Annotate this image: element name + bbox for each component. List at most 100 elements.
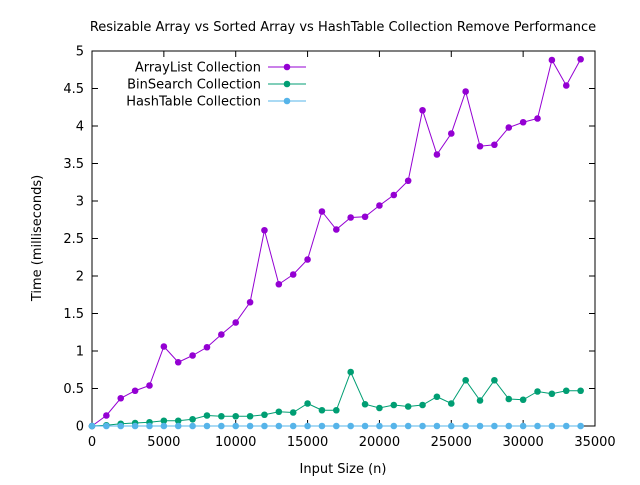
- series-2-point: [476, 397, 484, 404]
- series-1-point: [419, 106, 426, 114]
- series-1-point: [333, 226, 340, 233]
- series-2-point: [246, 412, 254, 420]
- series-3-point: [232, 422, 240, 430]
- y-tick-label: 5: [76, 45, 84, 60]
- series-1-point: [174, 358, 182, 366]
- series-3-point: [577, 422, 584, 430]
- legend-label: HashTable Collection: [126, 95, 261, 110]
- series-1-point: [160, 343, 168, 350]
- series-3-point: [376, 422, 383, 430]
- series-3-point: [534, 422, 541, 430]
- series-1-point: [548, 56, 556, 64]
- series-3-point: [160, 422, 168, 430]
- x-tick-label: 15000: [287, 435, 328, 450]
- series-2-point: [160, 417, 168, 425]
- series-1-point: [491, 141, 498, 149]
- series-1-point: [534, 115, 541, 122]
- series-2-point: [447, 400, 455, 407]
- legend-swatch-marker: [283, 97, 291, 105]
- series-1-point: [390, 191, 398, 199]
- series-2-point: [404, 403, 412, 410]
- series-2-point: [361, 400, 369, 408]
- series-2-point: [333, 406, 340, 414]
- y-tick-label: 3: [76, 195, 84, 210]
- series-3-point: [548, 422, 556, 430]
- series-1-point: [117, 394, 125, 402]
- series-1-point: [146, 382, 153, 389]
- series-3-point: [304, 422, 311, 430]
- y-tick-label: 1: [76, 345, 84, 360]
- series-3-point: [261, 422, 268, 430]
- series-3-point: [246, 422, 254, 430]
- y-tick-label: 1.5: [63, 307, 84, 322]
- series-1-point: [505, 124, 513, 131]
- series-3-point: [447, 422, 455, 430]
- legend-swatch-marker: [283, 80, 291, 88]
- series-2-point: [189, 415, 196, 423]
- y-tick-label: 2: [76, 270, 84, 285]
- legend-swatch-marker: [283, 63, 291, 71]
- series-2-point: [534, 388, 541, 395]
- series-1-point: [376, 202, 383, 209]
- series-2-point: [462, 376, 469, 384]
- series-1-point: [218, 331, 225, 338]
- series-3-point: [88, 422, 96, 430]
- series-2-point: [376, 404, 383, 412]
- y-tick-label: 0: [76, 420, 84, 435]
- series-2-point: [505, 395, 513, 403]
- y-tick-label: 3.5: [63, 157, 84, 172]
- series-2-point: [289, 409, 297, 416]
- series-3-point: [419, 422, 426, 430]
- series-1-point: [433, 151, 441, 158]
- series-2-point: [433, 393, 441, 401]
- series-2-point: [261, 411, 268, 419]
- x-tick-label: 35000: [574, 435, 615, 450]
- series-3-point: [491, 422, 498, 430]
- x-axis-label: Input Size (n): [300, 462, 387, 477]
- series-3-point: [318, 422, 326, 430]
- series-3-point: [462, 422, 469, 430]
- series-3-point: [146, 422, 153, 430]
- series-3-point: [505, 422, 513, 430]
- legend-label: ArrayList Collection: [135, 61, 261, 76]
- series-3-point: [390, 422, 398, 430]
- series-1-point: [289, 271, 297, 278]
- series-2-point: [562, 387, 570, 395]
- series-2-point: [347, 368, 354, 376]
- series-3-point: [189, 422, 196, 430]
- series-1-point: [577, 55, 584, 63]
- series-2-point: [275, 408, 283, 416]
- x-tick-label: 30000: [502, 435, 543, 450]
- series-3-point: [218, 422, 225, 430]
- series-1-point: [404, 177, 412, 185]
- series-1-point: [462, 88, 469, 95]
- y-tick-label: 4: [76, 120, 84, 135]
- legend: ArrayList Collection BinSearch Collection…: [126, 61, 306, 110]
- series-1-point: [304, 256, 311, 263]
- series-1-point: [203, 343, 211, 351]
- series-3-point: [203, 422, 211, 430]
- series-2-point: [218, 412, 225, 420]
- series-2-point: [548, 390, 556, 398]
- x-tick-label: 25000: [431, 435, 472, 450]
- series-3-point: [131, 422, 139, 430]
- x-tick-label: 5000: [147, 435, 180, 450]
- series-1-point: [562, 82, 570, 89]
- series-1-point: [519, 118, 527, 126]
- series-2-point: [174, 417, 182, 425]
- series-3-point: [103, 422, 110, 430]
- plot-series: [88, 55, 584, 430]
- x-tick-label: 10000: [215, 435, 256, 450]
- series-2-point: [318, 406, 326, 414]
- series-1-point: [347, 214, 354, 221]
- axes: 0 5000 10000 15000 20000 25000 30000 35000 0 0.5 1…: [63, 45, 615, 451]
- series-3-point: [347, 422, 354, 430]
- series-1-point: [361, 213, 369, 221]
- series-2-point: [419, 401, 426, 409]
- series-1-point: [476, 142, 484, 150]
- series-2-point: [577, 387, 584, 395]
- x-tick-label: 0: [88, 435, 96, 450]
- series-3-point: [275, 422, 283, 430]
